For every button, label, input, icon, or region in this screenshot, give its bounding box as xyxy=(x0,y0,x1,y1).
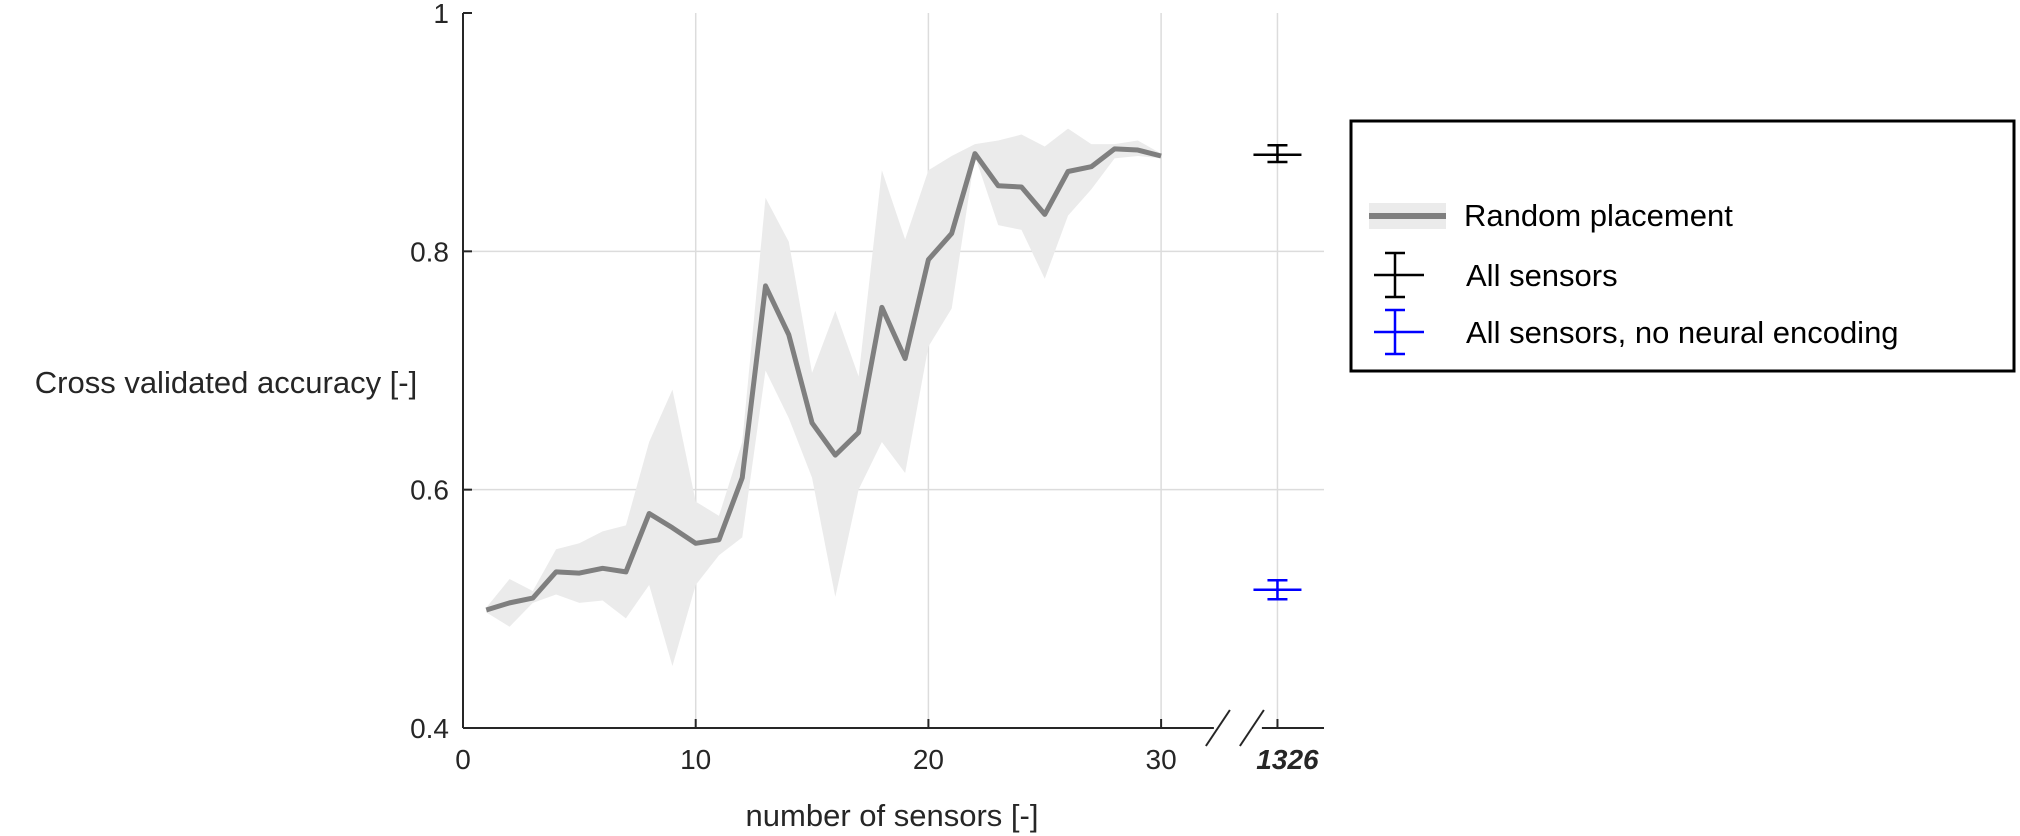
x-tick-label: 20 xyxy=(913,744,944,775)
x-tick-label: 30 xyxy=(1146,744,1177,775)
random-placement-band xyxy=(486,128,1162,667)
error-bar-layer xyxy=(1253,144,1302,601)
y-tick-label: 0.6 xyxy=(410,475,449,506)
tick-labels: 0.40.60.810 10 20 30 1326 xyxy=(410,0,1319,775)
legend-box xyxy=(1349,119,2016,373)
errorbar-no-neural-encoding xyxy=(1253,578,1302,601)
axes xyxy=(462,12,1324,747)
y-axis-label: Cross validated accuracy [-] xyxy=(35,365,417,400)
y-tick-label: 1 xyxy=(433,0,449,29)
errorbar-all-sensors xyxy=(1253,144,1302,164)
legend-errorbar-all-sensors xyxy=(1374,251,1424,299)
y-tick-label: 0.8 xyxy=(410,236,449,267)
axis-break-mark xyxy=(1205,709,1231,747)
legend-label-all-sensors: All sensors xyxy=(1466,258,1618,293)
legend-errorbar-no-neural-encoding xyxy=(1374,308,1424,356)
x-tick-label: 0 xyxy=(455,744,471,775)
legend-label-random-placement: Random placement xyxy=(1464,198,1733,233)
x-axis-label: number of sensors [-] xyxy=(746,798,1039,833)
y-tick-label: 0.4 xyxy=(410,713,449,744)
x-tick-label-1326: 1326 xyxy=(1256,744,1319,775)
legend: Random placement All sensors All sensors… xyxy=(1349,119,2016,373)
legend-label-no-neural-encoding: All sensors, no neural encoding xyxy=(1466,315,1899,350)
x-tick-label: 10 xyxy=(680,744,711,775)
series-line-layer xyxy=(485,146,1162,613)
axis-break-mark xyxy=(1239,709,1265,747)
confidence-band-layer xyxy=(486,128,1162,667)
random-placement-line xyxy=(485,146,1162,613)
